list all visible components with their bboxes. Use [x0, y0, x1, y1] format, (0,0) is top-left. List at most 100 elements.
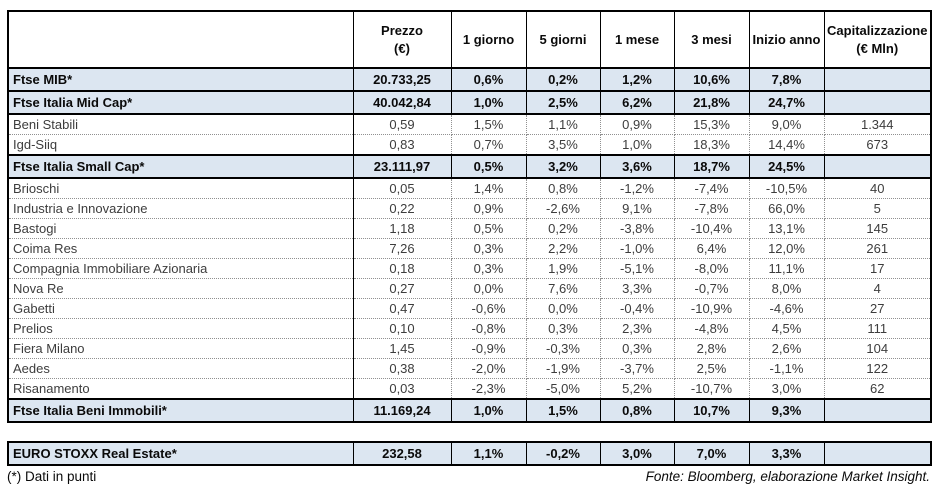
cell-value: 0,5%: [450, 154, 527, 179]
cell-value: -1,1%: [748, 358, 825, 379]
cell-value: 6,2%: [599, 90, 675, 115]
row-name: Ftse Italia Small Cap*: [7, 154, 354, 179]
cell-value: -10,4%: [673, 218, 750, 239]
cell-value: 40.042,84: [352, 90, 452, 115]
stock-row: Igd-Siiq 0,83 0,7% 3,5% 1,0% 18,3% 14,4% 673: [7, 134, 932, 156]
cell-value: 24,7%: [748, 90, 825, 115]
cell-value: 15,3%: [673, 113, 750, 135]
row-name: Ftse Italia Mid Cap*: [7, 90, 354, 115]
cell-value: 18,3%: [673, 134, 750, 156]
cell-value: -0,8%: [450, 318, 527, 339]
col-header-inizio-anno: Inizio anno: [748, 10, 825, 69]
index-row: EURO STOXX Real Estate* 232,58 1,1% -0,2% 3,…: [7, 441, 932, 466]
source-note: Fonte: Bloomberg, elaborazione Market In…: [645, 469, 930, 484]
cell-value: 27: [823, 298, 932, 319]
row-name: Fiera Milano: [7, 338, 354, 359]
cell-value: 0,0%: [525, 298, 601, 319]
cell-value: 0,0%: [450, 278, 527, 299]
cell-value: -10,5%: [748, 177, 825, 199]
cell-value: 9,3%: [748, 398, 825, 423]
cell-value: 11.169,24: [352, 398, 452, 423]
cell-value: 1,1%: [525, 113, 601, 135]
col-header-label: 1 mese: [614, 31, 660, 47]
cell-value: 111: [823, 318, 932, 339]
cell-value: 7,6%: [525, 278, 601, 299]
row-name: Beni Stabili: [7, 113, 354, 135]
cell-value: -4,8%: [673, 318, 750, 339]
row-name: Aedes: [7, 358, 354, 379]
col-header-label: 5 giorni: [539, 31, 587, 47]
cell-value: -3,7%: [599, 358, 675, 379]
cell-value: -0,4%: [599, 298, 675, 319]
cell-value: 0,8%: [599, 398, 675, 423]
cell-value: 2,5%: [525, 90, 601, 115]
col-header-prezzo: Prezzo (€): [352, 10, 452, 69]
cell-value: [823, 398, 932, 423]
cell-value: 104: [823, 338, 932, 359]
cell-value: 0,18: [352, 258, 452, 279]
cell-value: -0,9%: [450, 338, 527, 359]
cell-value: 145: [823, 218, 932, 239]
cell-value: [823, 67, 932, 92]
cell-value: 3,0%: [599, 441, 675, 466]
row-name: Brioschi: [7, 177, 354, 199]
cell-value: -1,9%: [525, 358, 601, 379]
col-header-label: 3 mesi: [691, 31, 732, 47]
row-name: Bastogi: [7, 218, 354, 239]
cell-value: 1,18: [352, 218, 452, 239]
cell-value: 0,03: [352, 378, 452, 400]
cell-value: 1,0%: [599, 134, 675, 156]
cell-value: 0,2%: [525, 67, 601, 92]
cell-value: 3,6%: [599, 154, 675, 179]
cell-value: 66,0%: [748, 198, 825, 219]
index-row: Ftse MIB* 20.733,25 0,6% 0,2% 1,2% 10,6% 7,8%: [7, 67, 932, 92]
cell-value: 0,59: [352, 113, 452, 135]
col-header-label: Prezzo: [381, 22, 423, 38]
cell-value: -5,1%: [599, 258, 675, 279]
cell-value: 3,5%: [525, 134, 601, 156]
cell-value: -2,6%: [525, 198, 601, 219]
cell-value: 1,0%: [450, 398, 527, 423]
cell-value: 0,3%: [450, 238, 527, 259]
cell-value: 2,5%: [673, 358, 750, 379]
cell-value: 0,3%: [450, 258, 527, 279]
cell-value: 5,2%: [599, 378, 675, 400]
cell-value: -2,0%: [450, 358, 527, 379]
row-name: Coima Res: [7, 238, 354, 259]
index-row: Ftse Italia Small Cap* 23.111,97 0,5% 3,2% 3…: [7, 154, 932, 179]
cell-value: 1,9%: [525, 258, 601, 279]
cell-value: -5,0%: [525, 378, 601, 400]
cell-value: 2,8%: [673, 338, 750, 359]
cell-value: -2,3%: [450, 378, 527, 400]
row-name: Prelios: [7, 318, 354, 339]
cell-value: 62: [823, 378, 932, 400]
cell-value: 2,6%: [748, 338, 825, 359]
cell-value: 6,4%: [673, 238, 750, 259]
cell-value: 4,5%: [748, 318, 825, 339]
col-header-3-mesi: 3 mesi: [673, 10, 750, 69]
cell-value: 1,2%: [599, 67, 675, 92]
cell-value: 0,8%: [525, 177, 601, 199]
stock-row: Nova Re 0,27 0,0% 7,6% 3,3% -0,7% 8,0% 4: [7, 278, 932, 299]
cell-value: 1,0%: [450, 90, 527, 115]
cell-value: 0,83: [352, 134, 452, 156]
cell-value: 24,5%: [748, 154, 825, 179]
cell-value: 4: [823, 278, 932, 299]
stock-row: Beni Stabili 0,59 1,5% 1,1% 0,9% 15,3% 9,0% 1.3…: [7, 113, 932, 135]
cell-value: 0,3%: [525, 318, 601, 339]
cell-value: 17: [823, 258, 932, 279]
cell-value: 1.344: [823, 113, 932, 135]
cell-value: 20.733,25: [352, 67, 452, 92]
cell-value: 0,2%: [525, 218, 601, 239]
cell-value: 23.111,97: [352, 154, 452, 179]
stock-row: Bastogi 1,18 0,5% 0,2% -3,8% -10,4% 13,1% 145: [7, 218, 932, 239]
cell-value: -4,6%: [748, 298, 825, 319]
col-header-sublabel: (€): [394, 40, 410, 56]
stock-row: Aedes 0,38 -2,0% -1,9% -3,7% 2,5% -1,1% 122: [7, 358, 932, 379]
cell-value: 2,2%: [525, 238, 601, 259]
cell-value: 7,8%: [748, 67, 825, 92]
cell-value: 12,0%: [748, 238, 825, 259]
row-name: Industria e Innovazione: [7, 198, 354, 219]
row-name: Igd-Siiq: [7, 134, 354, 156]
cell-value: -0,3%: [525, 338, 601, 359]
